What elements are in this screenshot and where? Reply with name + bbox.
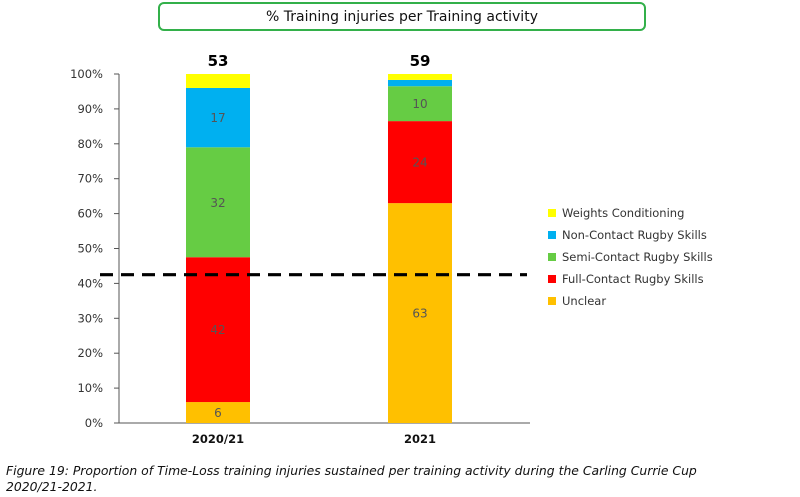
bar-segment: [186, 147, 250, 258]
y-tick-label: 80%: [77, 137, 103, 151]
chart-title: % Training injuries per Training activit…: [158, 2, 646, 31]
bar-segment: [186, 402, 250, 423]
y-tick-label: 70%: [77, 172, 103, 186]
data-label: 24: [412, 156, 427, 170]
bar-segment: [186, 257, 250, 403]
y-tick-label: 40%: [77, 276, 103, 290]
bar-segment: [388, 121, 452, 204]
y-tick-label: 20%: [77, 346, 103, 360]
data-label: 32: [210, 196, 225, 210]
legend-label: Non-Contact Rugby Skills: [562, 228, 707, 242]
bar-segment: [186, 87, 250, 148]
bar-segment: [388, 86, 452, 122]
legend-swatch: [548, 297, 556, 305]
data-label: 17: [210, 111, 225, 125]
y-tick-label: 0%: [85, 416, 103, 430]
y-tick-label: 10%: [77, 381, 103, 395]
legend-swatch: [548, 209, 556, 217]
legend-swatch: [548, 253, 556, 261]
bar-segment: [186, 74, 250, 88]
legend-label: Unclear: [562, 294, 606, 308]
bar-segment: [388, 79, 452, 87]
stacked-bar-chart: 0% 10% 20% 30% 40% 50% 60% 70% 80% 90% 100% 6 42 32 17…: [70, 52, 713, 446]
data-label: 42: [210, 323, 225, 337]
y-tick-label: 90%: [77, 102, 103, 116]
bar-total-label: 53: [208, 52, 229, 70]
y-tick-label: 50%: [77, 242, 103, 256]
x-tick-label: 2020/21: [192, 432, 244, 446]
legend-label: Full-Contact Rugby Skills: [562, 272, 704, 286]
data-label: 10: [412, 97, 427, 111]
data-label: 63: [412, 307, 427, 321]
bar-segment: [388, 203, 452, 423]
legend-label: Semi-Contact Rugby Skills: [562, 250, 713, 264]
y-tick-label: 30%: [77, 311, 103, 325]
caption-line-2: 2020/21-2021.: [6, 479, 98, 494]
legend-label: Weights Conditioning: [562, 206, 684, 220]
x-tick-label: 2021: [404, 432, 436, 446]
data-label: 6: [214, 406, 222, 420]
legend-swatch: [548, 231, 556, 239]
y-tick-label: 60%: [77, 207, 103, 221]
bar-total-label: 59: [410, 52, 431, 70]
legend-swatch: [548, 275, 556, 283]
caption-line-1: Figure 19: Proportion of Time-Loss train…: [6, 463, 697, 478]
y-tick-label: 100%: [70, 67, 103, 81]
figure-caption: Figure 19: Proportion of Time-Loss train…: [6, 463, 796, 495]
bar-segment: [388, 74, 452, 80]
